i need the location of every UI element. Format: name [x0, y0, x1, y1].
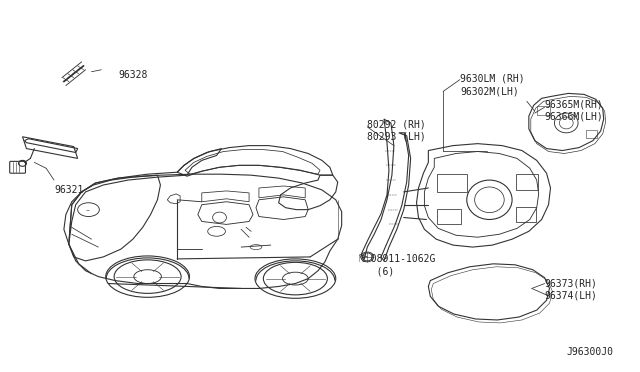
Text: 96365M(RH)
96366M(LH): 96365M(RH) 96366M(LH) [545, 99, 604, 122]
Text: 96328: 96328 [118, 70, 147, 80]
Text: 9630LM (RH)
96302M(LH): 9630LM (RH) 96302M(LH) [460, 74, 525, 96]
Text: 96373(RH)
96374(LH): 96373(RH) 96374(LH) [545, 279, 598, 301]
Text: 80292 (RH)
80293 (LH): 80292 (RH) 80293 (LH) [367, 119, 426, 141]
Text: 96321: 96321 [54, 185, 83, 195]
Text: ℕ 08911-1062G
   (6): ℕ 08911-1062G (6) [360, 254, 436, 276]
Text: J96300J0: J96300J0 [566, 347, 614, 357]
